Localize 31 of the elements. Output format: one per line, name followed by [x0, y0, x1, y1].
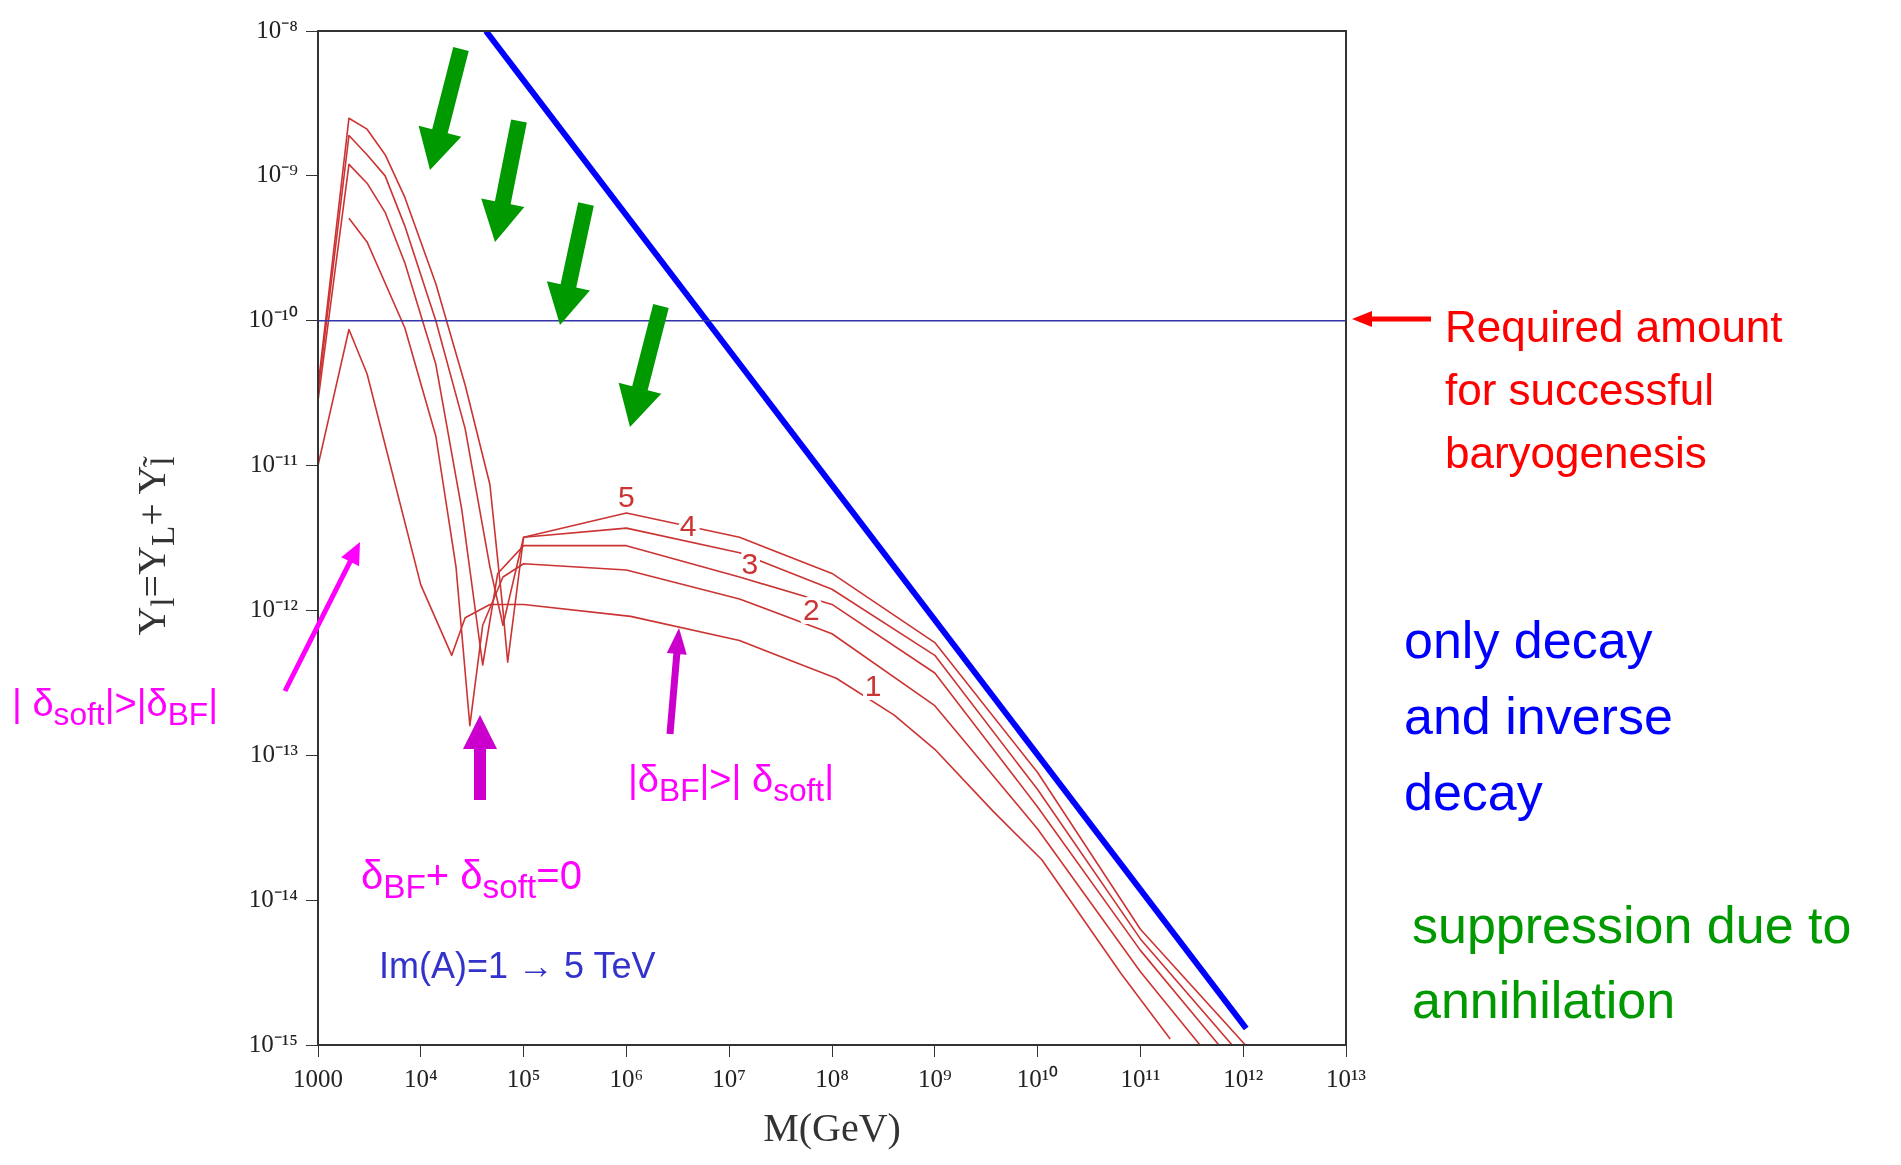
- x-tick-label: 10⁵: [506, 1064, 541, 1092]
- text: | δ$_{soft}$|>|δ$_{BF}$|: [12, 681, 220, 734]
- text: only decay and inverse decay: [1404, 610, 1674, 823]
- series-label: 1: [864, 668, 882, 702]
- x-axis-title: M(GeV): [763, 1104, 901, 1150]
- ref-line-label: Required amount for successful baryogenesis: [1445, 301, 1784, 479]
- y-tick-label: 10⁻⁸: [256, 15, 298, 43]
- x-tick-label: 10⁹: [917, 1064, 952, 1092]
- x-tick-label: 10⁴: [403, 1064, 438, 1092]
- annotation: |δ$_{BF}$|>| δ$_{soft}$|: [628, 757, 836, 810]
- y-tick-label: 10⁻⁹: [256, 160, 298, 188]
- x-tick-label: 10⁷: [712, 1064, 747, 1092]
- annotation: Im(A)=1 → 5 TeV: [379, 944, 657, 988]
- y-tick-label: 10⁻¹⁰: [248, 305, 298, 333]
- x-tick-label: 10¹²: [1223, 1064, 1264, 1092]
- series-label: 5: [618, 480, 635, 514]
- y-tick-label: 10⁻¹³: [250, 739, 299, 767]
- y-tick-label: 10⁻¹⁴: [248, 884, 299, 912]
- series-label: 3: [741, 547, 759, 581]
- y-tick-label: 10⁻¹¹: [250, 450, 298, 478]
- x-tick-label: 10¹⁰: [1016, 1064, 1059, 1092]
- x-tick-label: 10¹³: [1326, 1064, 1367, 1092]
- annotation: δ$_{BF}$+ δ$_{soft}$=0: [361, 852, 583, 907]
- x-tick-label: 10⁸: [815, 1064, 849, 1092]
- series-label: 2: [803, 593, 820, 627]
- text: suppression due to annihilation: [1412, 895, 1852, 1032]
- y-tick-label: 10⁻¹⁵: [248, 1029, 298, 1057]
- x-tick-label: 1000: [293, 1064, 343, 1092]
- x-tick-label: 10¹¹: [1120, 1064, 1161, 1092]
- x-tick-label: 10⁶: [609, 1064, 644, 1092]
- y-tick-label: 10⁻¹²: [250, 594, 298, 622]
